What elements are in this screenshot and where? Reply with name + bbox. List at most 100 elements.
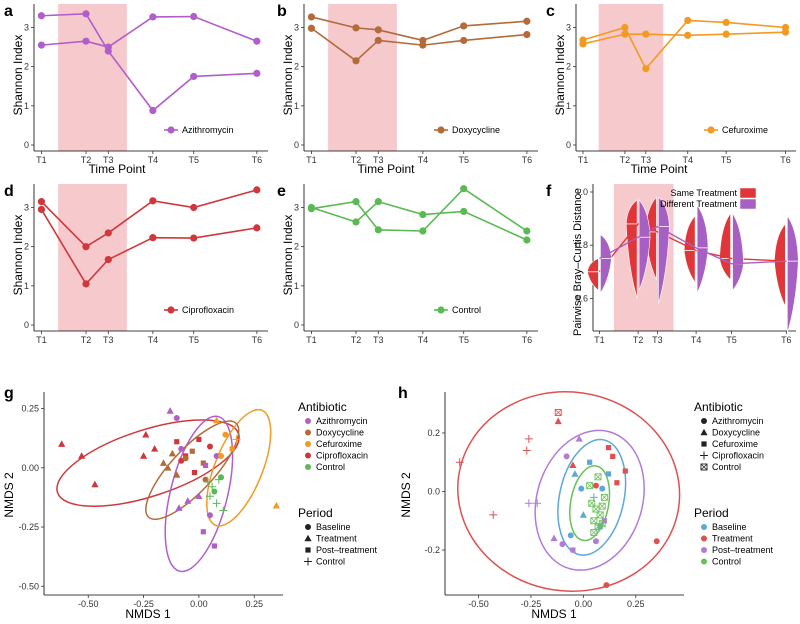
data-point-g bbox=[178, 457, 185, 464]
data-point-g bbox=[173, 471, 181, 478]
data-point-g bbox=[202, 462, 209, 469]
data-point-h bbox=[550, 534, 558, 542]
legend-label-g-period: Treatment bbox=[316, 534, 357, 544]
data-point-c bbox=[621, 30, 629, 38]
xlabel-c: Time Point bbox=[631, 162, 689, 176]
legend-label-h-antibiotic: Control bbox=[712, 462, 741, 472]
legend-marker-g-antibiotic bbox=[305, 418, 311, 424]
data-point-a bbox=[82, 37, 90, 45]
axes-g: -0.50 -0.25 0.00 0.25 -0.50 -0.25 0.00 0.25 bbox=[18, 392, 283, 609]
data-point-g bbox=[151, 445, 159, 452]
data-point-a bbox=[149, 106, 157, 115]
y-tick-label: 3 bbox=[24, 203, 29, 213]
data-point-d bbox=[149, 234, 157, 242]
treatment-shaded-region bbox=[58, 184, 127, 331]
data-point-g bbox=[211, 543, 217, 549]
data-point-g bbox=[272, 501, 280, 509]
data-point-e bbox=[374, 226, 382, 234]
ylabel-e: Shannon Index bbox=[281, 215, 295, 296]
data-point-e bbox=[460, 185, 468, 193]
axes-h: -0.2 0.0 0.2 -0.50 -0.25 0.00 0.25 bbox=[424, 392, 684, 609]
data-point-h bbox=[489, 510, 498, 519]
data-point-a bbox=[104, 43, 112, 51]
legend-label-g-antibiotic: Doxycycline bbox=[316, 428, 364, 438]
data-point-a bbox=[82, 10, 90, 18]
treatment-shaded-region bbox=[598, 4, 664, 151]
data-point-g bbox=[184, 497, 192, 504]
legend-label-h-period: Post–treatment bbox=[712, 545, 774, 555]
x-tick-label: T1 bbox=[578, 155, 589, 165]
ylabel-h: NMDS 2 bbox=[399, 472, 413, 518]
x-tick-label: T3 bbox=[641, 155, 652, 165]
legend-marker-h-period bbox=[701, 535, 707, 542]
data-point-b bbox=[374, 26, 382, 34]
data-point-g bbox=[206, 512, 213, 519]
marker-cross bbox=[594, 473, 602, 481]
legend-label-h-antibiotic: Doxycycline bbox=[712, 428, 760, 438]
data-point-d bbox=[82, 243, 90, 251]
data-point-c bbox=[722, 18, 730, 27]
violin-half-different bbox=[732, 212, 744, 292]
series-line-e-2 bbox=[311, 200, 528, 241]
marker-box bbox=[590, 517, 598, 525]
x-tick-label: T4 bbox=[418, 335, 429, 345]
data-point-h bbox=[533, 499, 542, 508]
legend-marker-h-antibiotic bbox=[701, 441, 707, 447]
x-tick-label: 0.00 bbox=[575, 599, 593, 609]
marker-box bbox=[596, 511, 604, 519]
marker-cross bbox=[590, 517, 598, 525]
x-tick-label: T2 bbox=[81, 155, 92, 165]
marker-cross bbox=[596, 511, 604, 519]
series-line-a-1 bbox=[41, 12, 257, 112]
data-point-h bbox=[569, 461, 577, 468]
data-point-h bbox=[614, 480, 620, 486]
legend-g-period-title: Period bbox=[298, 506, 333, 520]
y-tick-label: 0 bbox=[294, 140, 299, 150]
x-tick-label: T3 bbox=[103, 155, 114, 165]
legend-label-g-antibiotic: Azithromycin bbox=[316, 416, 368, 426]
data-point-h bbox=[563, 453, 570, 460]
data-point-b bbox=[374, 36, 382, 45]
data-point-h bbox=[455, 458, 464, 467]
legend-marker-c bbox=[707, 126, 715, 134]
data-point-d bbox=[82, 280, 90, 288]
x-tick-label: T1 bbox=[306, 155, 317, 165]
data-point-c bbox=[722, 30, 730, 38]
panel-label-e: e bbox=[277, 183, 286, 200]
data-point-e bbox=[374, 198, 382, 206]
y-tick-label: -0.50 bbox=[18, 581, 39, 591]
data-point-g bbox=[91, 480, 99, 488]
legend-label-h-antibiotic: Azithromycin bbox=[712, 416, 764, 426]
marker-box bbox=[588, 499, 596, 507]
y-tick-label: 1 bbox=[566, 101, 571, 111]
data-point-h bbox=[598, 520, 606, 528]
violin-half-different bbox=[787, 215, 799, 334]
data-point-g bbox=[191, 469, 198, 476]
data-point-b bbox=[419, 41, 427, 49]
legend-marker-h-antibiotic bbox=[700, 428, 708, 436]
data-point-h bbox=[592, 482, 599, 489]
y-tick-label: 0 bbox=[294, 320, 299, 330]
data-point-g bbox=[78, 452, 86, 459]
data-point-g bbox=[232, 435, 241, 444]
x-tick-label: T6 bbox=[780, 155, 791, 165]
legend-label-c: Cefuroxime bbox=[722, 125, 768, 135]
legend-marker-g-period bbox=[304, 557, 312, 566]
data-point-g bbox=[159, 459, 168, 466]
data-point-e bbox=[352, 218, 360, 226]
x-tick-label: T5 bbox=[188, 335, 199, 345]
data-point-g bbox=[139, 452, 148, 459]
legend-label-a: Azithromycin bbox=[182, 125, 234, 135]
x-tick-label: T6 bbox=[522, 155, 533, 165]
series-line-d-2 bbox=[40, 209, 257, 286]
data-point-h bbox=[586, 482, 594, 490]
x-tick-label: T3 bbox=[373, 335, 384, 345]
ylabel-g: NMDS 2 bbox=[2, 472, 16, 518]
data-point-h bbox=[622, 468, 628, 474]
y-tick-label: -0.25 bbox=[18, 522, 39, 532]
legend-label-h-period: Baseline bbox=[712, 522, 747, 532]
ellipse-h-baseline bbox=[557, 438, 627, 556]
data-point-g bbox=[213, 452, 220, 459]
data-point-g bbox=[222, 431, 229, 438]
x-tick-label: T3 bbox=[652, 335, 663, 345]
